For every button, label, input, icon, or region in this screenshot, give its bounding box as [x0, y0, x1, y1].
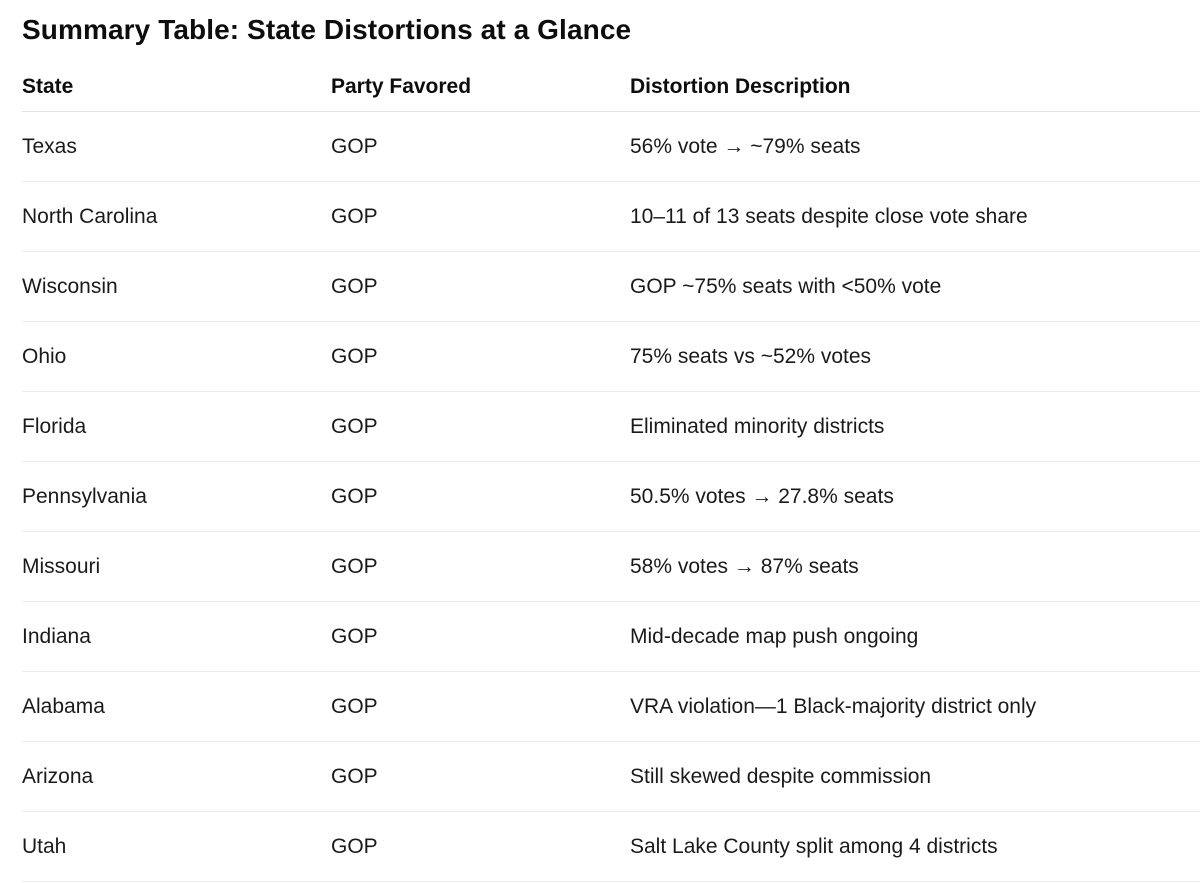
- cell-party: GOP: [331, 251, 630, 322]
- cell-state: Florida: [22, 391, 331, 462]
- cell-description: 50.5% votes → 27.8% seats: [630, 461, 1200, 532]
- page-title: Summary Table: State Distortions at a Gl…: [22, 14, 632, 45]
- cell-party: GOP: [331, 391, 630, 462]
- cell-description: Still skewed despite commission: [630, 741, 1200, 812]
- table-row: Pennsylvania GOP 50.5% votes → 27.8% seats: [22, 461, 1200, 532]
- header-row: State Party Favored Distortion Descripti…: [22, 48, 1200, 112]
- cell-state: Pennsylvania: [22, 461, 331, 532]
- cell-party: GOP: [331, 181, 630, 252]
- table-row: Wisconsin GOP GOP ~75% seats with <50% vot…: [22, 251, 1200, 322]
- table-row: Utah GOP Salt Lake County split among 4 di…: [22, 811, 1200, 882]
- cell-party: GOP: [331, 321, 630, 392]
- cell-description: Mid-decade map push ongoing: [630, 601, 1200, 672]
- table-row: Alabama GOP VRA violation—1 Black-majority…: [22, 671, 1200, 742]
- summary-table-header: State Party Favored Distortion Descripti…: [22, 48, 1200, 112]
- table-row: Florida GOP Eliminated minority districts: [22, 391, 1200, 462]
- cell-description: 56% vote → ~79% seats: [630, 111, 1200, 182]
- cell-description: Eliminated minority districts: [630, 391, 1200, 462]
- cell-state: Alabama: [22, 671, 331, 742]
- cell-party: GOP: [331, 601, 630, 672]
- summary-table-body: Texas GOP 56% vote → ~79% seats North Carol…: [22, 111, 1200, 882]
- cell-party: GOP: [331, 811, 630, 882]
- cell-state: Texas: [22, 111, 331, 182]
- cell-party: GOP: [331, 671, 630, 742]
- cell-state: Indiana: [22, 601, 331, 672]
- cell-description: VRA violation—1 Black-majority district …: [630, 671, 1200, 742]
- cell-party: GOP: [331, 111, 630, 182]
- cell-state: Wisconsin: [22, 251, 331, 322]
- summary-table: State Party Favored Distortion Descripti…: [22, 48, 1200, 882]
- cell-state: Utah: [22, 811, 331, 882]
- table-row: Texas GOP 56% vote → ~79% seats: [22, 111, 1200, 182]
- cell-party: GOP: [331, 461, 630, 532]
- cell-state: Missouri: [22, 531, 331, 602]
- column-header-state: State: [22, 48, 331, 112]
- column-header-party-favored: Party Favored: [331, 48, 630, 112]
- table-row: Missouri GOP 58% votes → 87% seats: [22, 531, 1200, 602]
- cell-description: 10–11 of 13 seats despite close vote sha…: [630, 181, 1200, 252]
- table-row: North Carolina GOP 10–11 of 13 seats despi…: [22, 181, 1200, 252]
- cell-party: GOP: [331, 741, 630, 812]
- cell-description: Salt Lake County split among 4 districts: [630, 811, 1200, 882]
- table-row: Arizona GOP Still skewed despite commissio…: [22, 741, 1200, 812]
- cell-state: Arizona: [22, 741, 331, 812]
- cell-state: Ohio: [22, 321, 331, 392]
- cell-description: 58% votes → 87% seats: [630, 531, 1200, 602]
- cell-description: GOP ~75% seats with <50% vote: [630, 251, 1200, 322]
- cell-description: 75% seats vs ~52% votes: [630, 321, 1200, 392]
- cell-party: GOP: [331, 531, 630, 602]
- table-row: Indiana GOP Mid-decade map push ongoing: [22, 601, 1200, 672]
- cell-state: North Carolina: [22, 181, 331, 252]
- table-row: Ohio GOP 75% seats vs ~52% votes: [22, 321, 1200, 392]
- column-header-distortion-description: Distortion Description: [630, 48, 1200, 112]
